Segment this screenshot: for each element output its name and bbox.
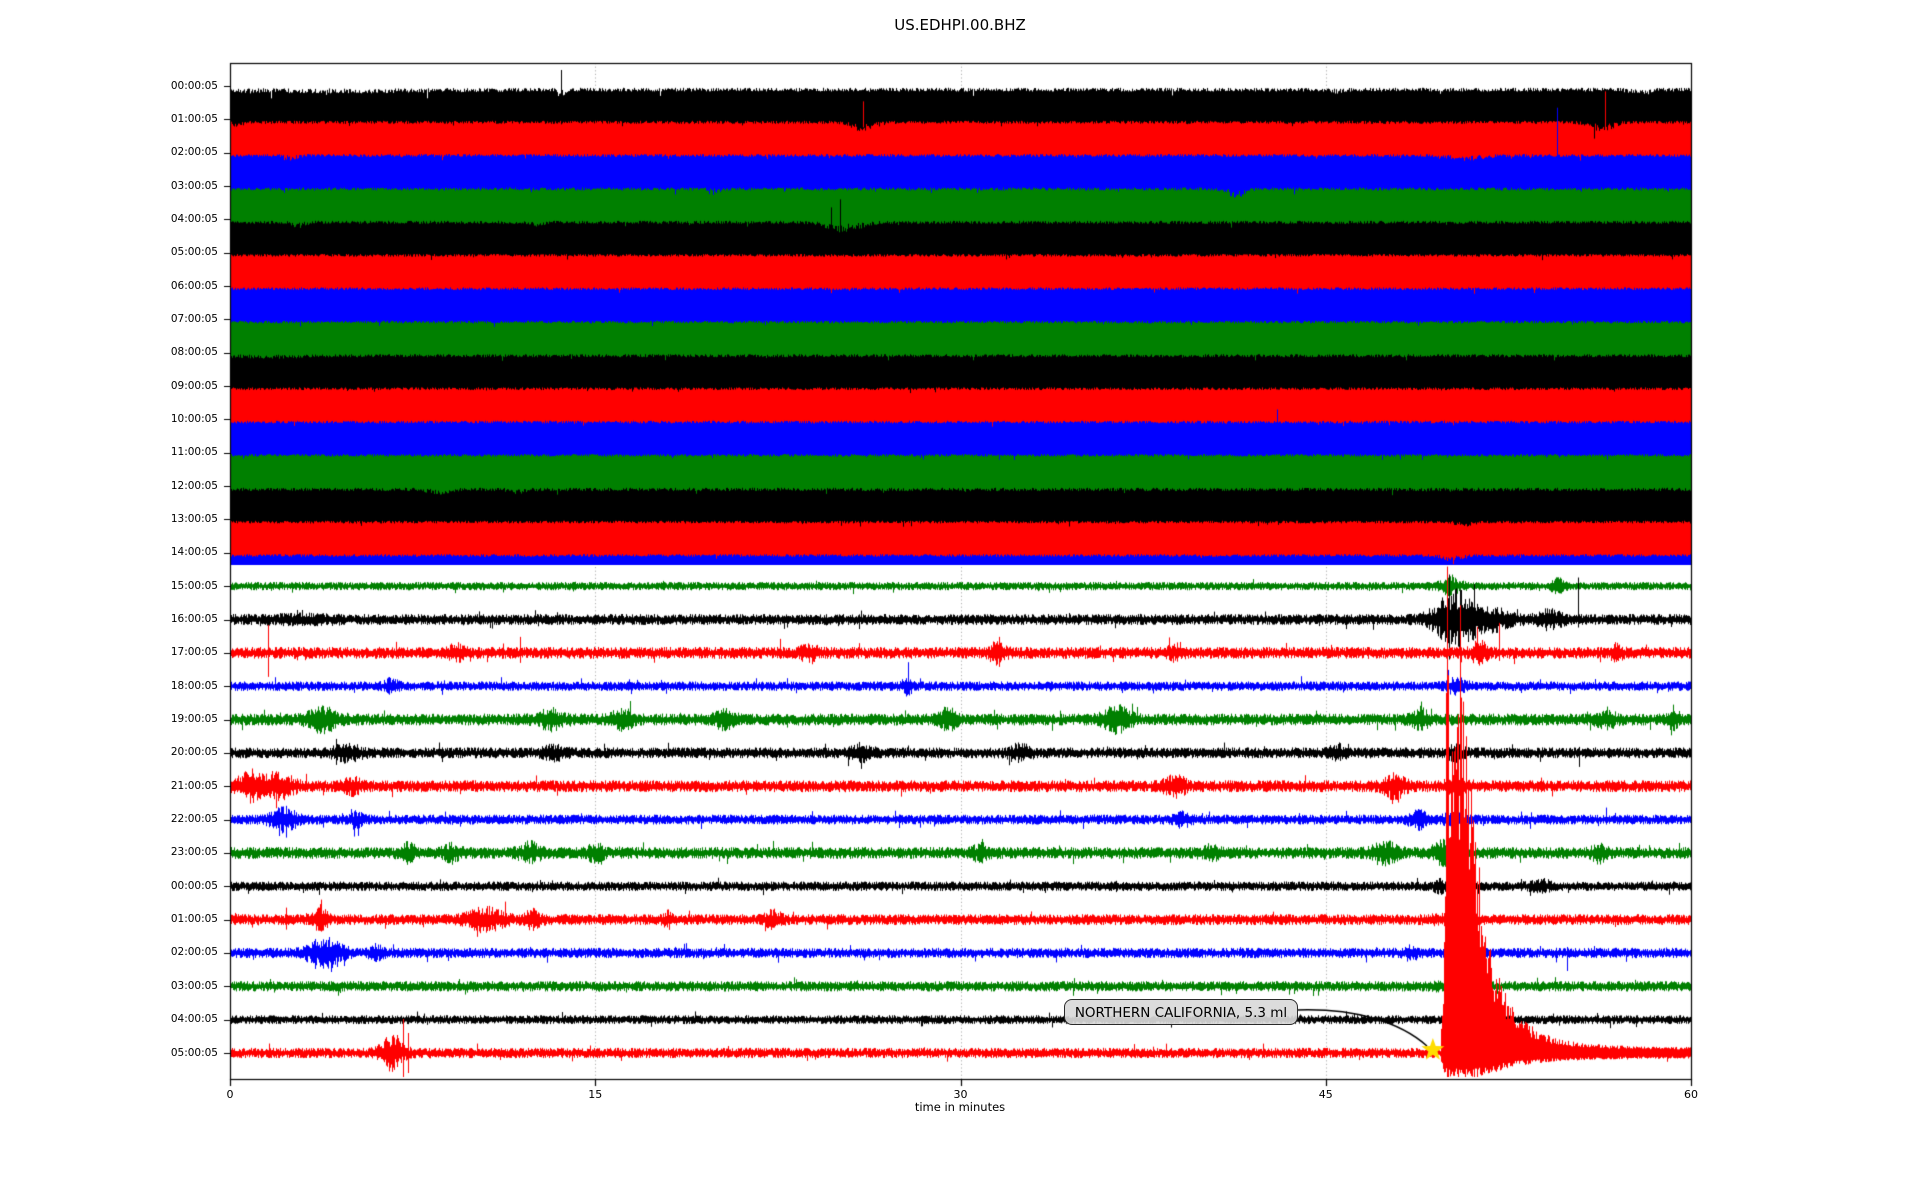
y-tick-label: 23:00:05 [170,846,218,859]
x-tick-label: 30 [953,1088,968,1101]
y-tick-label: 03:00:05 [170,979,218,992]
y-tick-label: 11:00:05 [170,446,218,459]
y-tick-label: 01:00:05 [170,112,218,125]
y-tick-label: 16:00:05 [170,613,218,626]
y-tick-label: 13:00:05 [170,512,218,525]
y-tick-label: 12:00:05 [170,479,218,492]
y-tick-label: 19:00:05 [170,713,218,726]
y-tick-label: 08:00:05 [170,346,218,359]
y-tick-label: 07:00:05 [170,312,218,325]
x-axis-label: time in minutes [914,1100,1006,1114]
y-tick-label: 20:00:05 [170,746,218,759]
x-tick-label: 60 [1684,1088,1698,1101]
x-tick-label: 0 [226,1088,234,1101]
y-tick-label: 15:00:05 [170,579,218,592]
y-tick-label: 03:00:05 [170,179,218,192]
y-tick-label: 17:00:05 [170,646,218,659]
x-tick-label: 15 [588,1088,603,1101]
y-tick-label: 06:00:05 [170,279,218,292]
y-tick-label: 04:00:05 [170,212,218,225]
y-tick-label: 01:00:05 [170,913,218,926]
chart-title: US.EDHPI.00.BHZ [894,16,1026,34]
y-tick-label: 05:00:05 [170,246,218,259]
event-annotation: NORTHERN CALIFORNIA, 5.3 ml [1064,999,1298,1025]
y-tick-label: 00:00:05 [170,79,218,92]
y-tick-label: 02:00:05 [170,946,218,959]
y-tick-label: 02:00:05 [170,146,218,159]
x-tick-label: 45 [1318,1088,1333,1101]
y-tick-label: 10:00:05 [170,412,218,425]
y-tick-label: 09:00:05 [170,379,218,392]
y-tick-label: 04:00:05 [170,1013,218,1026]
y-tick-label: 21:00:05 [170,779,218,792]
y-tick-label: 14:00:05 [170,546,218,559]
y-tick-label: 22:00:05 [170,813,218,826]
y-tick-label: 18:00:05 [170,679,218,692]
y-tick-label: 05:00:05 [170,1046,218,1059]
y-tick-label: 00:00:05 [170,879,218,892]
